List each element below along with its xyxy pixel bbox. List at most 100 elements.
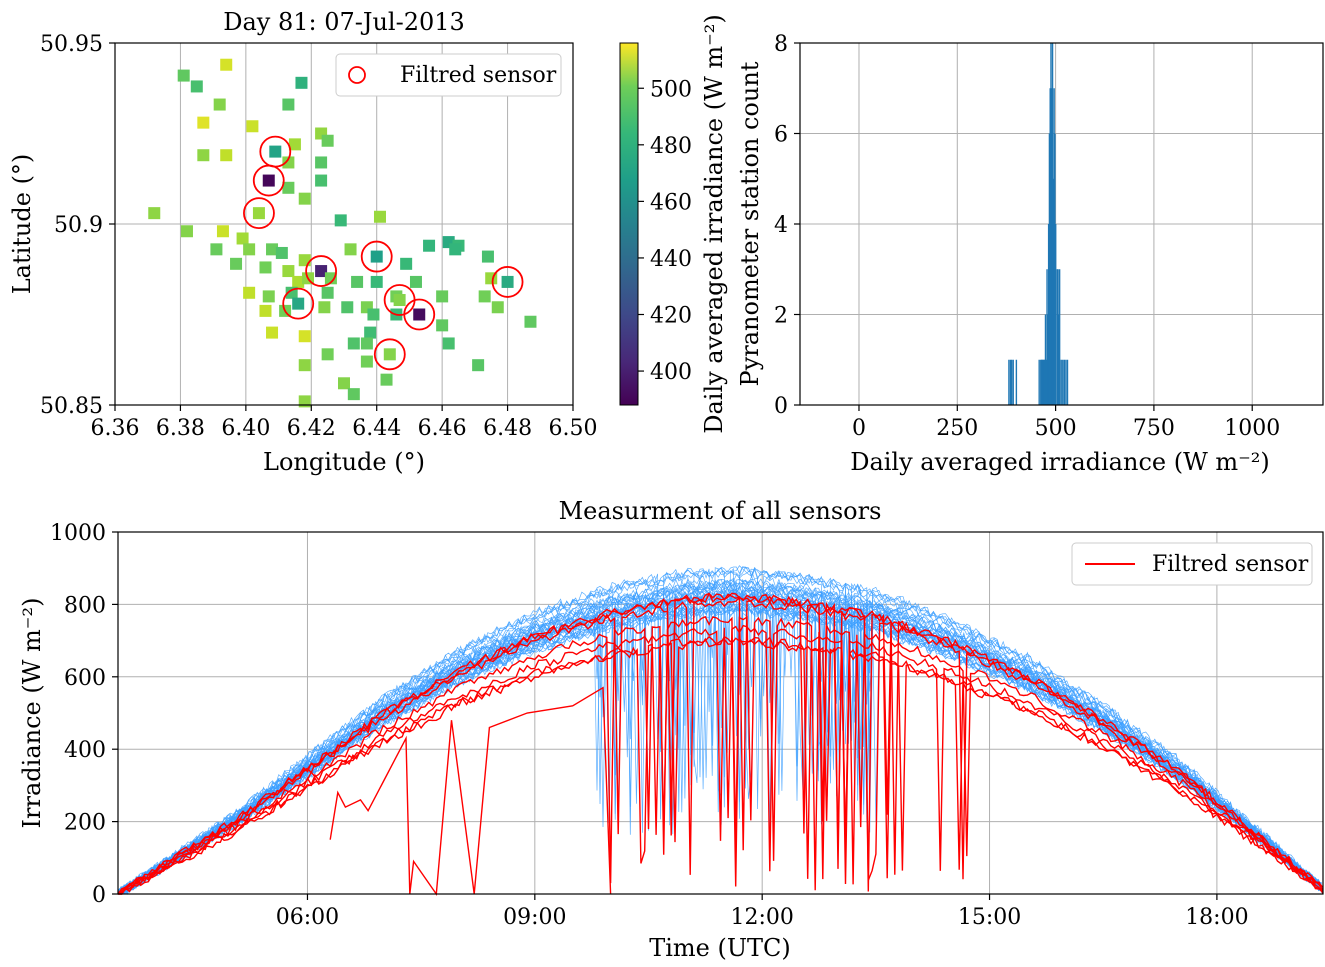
sensor-marker (321, 134, 334, 147)
filtered-series-line (117, 624, 1324, 895)
histogram-x-tick-label: 250 (936, 416, 978, 441)
sensor-marker (216, 225, 229, 238)
histogram-bar (1065, 359, 1067, 405)
sensor-marker (524, 315, 537, 328)
sensor-marker (347, 388, 360, 401)
filtered-series-line (117, 595, 1324, 895)
sensor-marker (409, 275, 422, 288)
map-x-tick-label: 6.50 (549, 416, 598, 441)
sensor-marker (334, 214, 347, 227)
histogram-bar (1038, 359, 1040, 405)
timeseries-x-tick-label: 18:00 (1185, 905, 1248, 930)
timeseries-y-label: Irradiance (W m⁻²) (18, 598, 46, 829)
filtered-sensor-circle (243, 197, 275, 230)
colorbar-tick-label: 460 (650, 190, 692, 215)
map-y-tick-label: 50.85 (40, 394, 103, 419)
histogram-panel: 0 250 500 750 1000 0 2 4 6 8 Daily averaged irrad… (736, 32, 1324, 476)
timeseries-y-tick-label: 0 (92, 883, 106, 908)
sensor-series-line (117, 583, 1322, 895)
histogram-bar (1012, 359, 1014, 405)
map-x-tick-label: 6.42 (287, 416, 336, 441)
sensor-marker (501, 275, 514, 288)
map-scatter-panel: 6.36 6.38 6.40 6.42 6.44 6.46 6.48 6.50 50.85 50.… (8, 8, 597, 476)
histogram-bar (1040, 359, 1043, 405)
colorbar-label: Daily averaged irradiance (W m⁻²) (700, 14, 728, 434)
sensor-marker (230, 257, 243, 270)
sensor-marker (177, 69, 190, 82)
colorbar: 400 420 440 460 480 500 Daily averaged irradi… (619, 14, 728, 434)
sensor-marker (298, 395, 311, 408)
map-y-tick-label: 50.9 (54, 213, 103, 238)
sensor-marker (423, 239, 436, 252)
sensor-marker (213, 98, 226, 111)
sensor-marker (367, 308, 380, 321)
filtered-circle-icon (348, 66, 366, 84)
histogram-x-tick-label: 500 (1035, 416, 1077, 441)
sensor-marker (360, 337, 373, 350)
histogram-bar (1054, 133, 1056, 405)
histogram-bar (1049, 88, 1051, 405)
timeseries-title: Measurment of all sensors (559, 497, 882, 525)
histogram-bar (1015, 359, 1018, 405)
timeseries-y-tick-label: 600 (64, 666, 106, 691)
sensor-marker (298, 330, 311, 343)
histogram-y-tick-label: 4 (774, 213, 788, 238)
timeseries-x-tick-label: 06:00 (276, 905, 339, 930)
filtered-irregular-line (329, 686, 612, 896)
sensor-marker (472, 359, 485, 372)
histogram-bar (1052, 178, 1055, 405)
sensor-marker (393, 294, 406, 307)
histogram-bar (1060, 359, 1062, 405)
map-x-tick-label: 6.46 (418, 416, 467, 441)
sensor-marker (364, 326, 377, 339)
colorbar-gradient (619, 42, 639, 406)
sensor-marker (275, 246, 288, 259)
filtered-sensor-circle (282, 287, 315, 320)
histogram-bar (1050, 43, 1052, 405)
sensor-marker (478, 290, 491, 303)
filtered-sensor-circle (373, 338, 406, 371)
sensor-marker (338, 377, 350, 390)
histogram-bar (1057, 269, 1059, 405)
sensor-marker (292, 297, 305, 310)
sensor-marker (197, 149, 210, 162)
histogram-bar (1058, 314, 1060, 405)
sensor-marker (413, 308, 426, 321)
histogram-y-tick-label: 6 (774, 123, 788, 148)
sensor-marker (351, 275, 364, 288)
map-legend-box (335, 53, 562, 97)
timeseries-x-tick-label: 12:00 (730, 905, 793, 930)
histogram-bar (1055, 224, 1057, 405)
histogram-bar (1051, 43, 1054, 405)
histogram-bar (1045, 359, 1047, 405)
sensor-marker (491, 301, 504, 314)
sensor-marker (321, 348, 334, 361)
sensor-marker (400, 257, 413, 270)
histogram-bar (1053, 88, 1055, 405)
sensor-marker (266, 326, 279, 339)
histogram-bar (1043, 359, 1046, 405)
histogram-bar (1047, 224, 1050, 405)
histogram-bar (1066, 359, 1069, 405)
histogram-bar (1046, 269, 1048, 405)
colorbar-tick-label: 480 (650, 134, 692, 159)
histogram-x-label: Daily averaged irradiance (W m⁻²) (850, 448, 1270, 476)
histogram-bar (1010, 359, 1013, 405)
map-x-tick-label: 6.48 (483, 416, 532, 441)
sensor-marker (436, 290, 449, 303)
map-x-tick-label: 6.44 (352, 416, 401, 441)
sensor-marker (282, 156, 295, 169)
sensor-marker (252, 207, 265, 220)
map-x-tick-label: 6.40 (221, 416, 270, 441)
filtered-sensor-circle (403, 298, 436, 331)
map-y-tick-label: 50.95 (40, 32, 103, 57)
colorbar-tick-label: 400 (650, 360, 692, 385)
sensor-marker (246, 120, 259, 133)
histogram-bar (1051, 88, 1053, 405)
histogram-bar (1042, 359, 1044, 405)
sensor-marker (370, 250, 383, 263)
map-y-label: Latitude (°) (8, 154, 36, 295)
sensor-marker (295, 76, 308, 89)
timeseries-legend-box (1071, 542, 1313, 586)
